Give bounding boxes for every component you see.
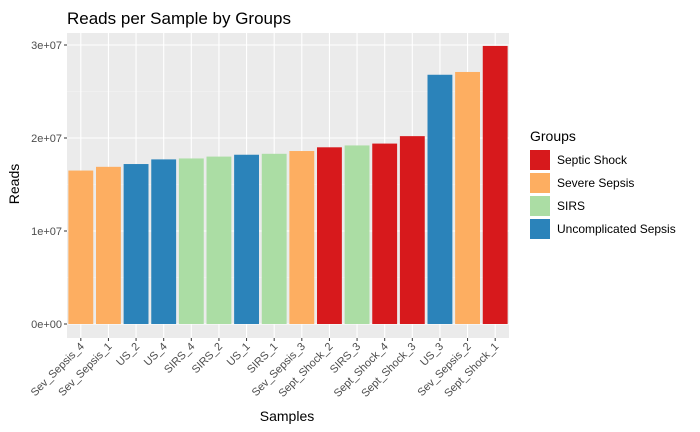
bar-us-2	[123, 164, 149, 324]
bar-sept-shock-1	[482, 45, 508, 325]
chart-title: Reads per Sample by Groups	[67, 9, 291, 28]
bar-sept-shock-2	[317, 147, 342, 324]
legend-label: Uncomplicated Sepsis	[557, 222, 676, 236]
x-axis-title: Samples	[260, 408, 314, 424]
bar-sept-shock-3	[399, 136, 425, 324]
legend-title: Groups	[530, 128, 576, 144]
bars	[68, 45, 508, 325]
bar-sev-sepsis-1	[96, 166, 121, 324]
legend-key	[530, 173, 550, 193]
bar-sirs-3	[344, 145, 370, 324]
bar-us-3	[427, 74, 453, 324]
legend-label: SIRS	[557, 199, 585, 213]
y-tick-label: 1e+07	[31, 226, 62, 238]
legend-label: Severe Sepsis	[557, 176, 634, 190]
bar-sev-sepsis-4	[68, 170, 94, 324]
y-tick-label: 2e+07	[31, 133, 62, 145]
bar-sirs-4	[178, 158, 204, 324]
bar-sev-sepsis-3	[289, 151, 315, 324]
legend-key	[530, 219, 550, 239]
y-tick-label: 0e+00	[31, 319, 62, 331]
bar-us-1	[234, 154, 259, 324]
legend: Groups Septic Shock Severe Sepsis SIRS Unco…	[530, 128, 676, 239]
x-tick-label: US_2	[114, 341, 142, 369]
bar-sirs-1	[261, 153, 287, 324]
y-axis-title: Reads	[6, 164, 22, 204]
y-tick-label: 3e+07	[31, 40, 62, 52]
bar-sirs-2	[206, 156, 232, 324]
bar-sev-sepsis-2	[455, 71, 480, 324]
legend-label: Septic Shock	[557, 153, 628, 167]
x-tick-label: SIRS_2	[190, 341, 225, 376]
bar-sept-shock-4	[372, 143, 398, 324]
y-axis-ticks: 0e+00 1e+07 2e+07 3e+07	[31, 40, 67, 331]
legend-key	[530, 196, 550, 216]
bar-us-4	[151, 159, 177, 324]
legend-key	[530, 150, 550, 170]
